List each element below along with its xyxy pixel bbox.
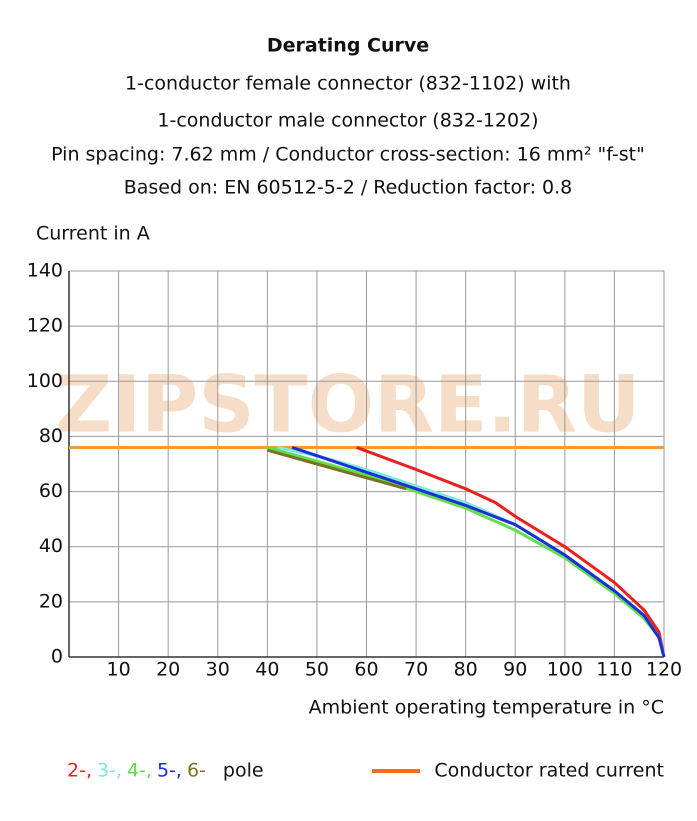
series-line [291,446,666,658]
y-axis-label: Current in A [36,223,150,245]
y-tick-label: 0 [51,646,63,668]
x-tick-label: 50 [305,659,329,681]
x-tick-label: 80 [454,659,478,681]
y-tick-label: 100 [27,370,63,392]
subtitle: 1-conductor female connector (832-1102) … [125,73,571,95]
y-tick-label: 120 [27,315,63,337]
x-axis-label: Ambient operating temperature in °C [309,697,664,719]
subtitle: Pin spacing: 7.62 mm / Conductor cross-s… [51,144,645,166]
x-tick-label: 10 [106,659,130,681]
subtitle: 1-conductor male connector (832-1202) [157,110,538,132]
subtitle: Based on: EN 60512-5-2 / Reduction facto… [124,177,573,199]
legend-label: 6- [187,760,206,782]
y-tick-label: 140 [27,260,63,282]
y-tick-label: 60 [39,480,63,502]
legend-label: Conductor rated current [434,760,664,782]
x-tick-label: 90 [503,659,527,681]
x-tick-label: 60 [354,659,378,681]
y-tick-label: 80 [39,425,63,447]
x-tick-label: 100 [547,659,583,681]
series-line [276,445,666,658]
x-tick-label: 120 [646,659,682,681]
x-tick-label: 30 [206,659,230,681]
y-tick-label: 40 [39,535,63,557]
legend-label: 2-, [67,760,92,782]
x-tick-label: 40 [255,659,279,681]
legend-label: pole [223,760,264,782]
legend-label: 3-, [97,760,122,782]
legend-label: 5-, [157,760,182,782]
x-tick-label: 20 [156,659,180,681]
chart-title: Derating Curve [267,35,429,57]
x-tick-label: 70 [404,659,428,681]
legend-label: 4-, [127,760,152,782]
series-line [356,446,666,658]
x-tick-label: 110 [596,659,632,681]
y-tick-label: 20 [39,590,63,612]
series-line [266,448,407,491]
watermark: ZIPSTORE.RU [56,360,641,450]
